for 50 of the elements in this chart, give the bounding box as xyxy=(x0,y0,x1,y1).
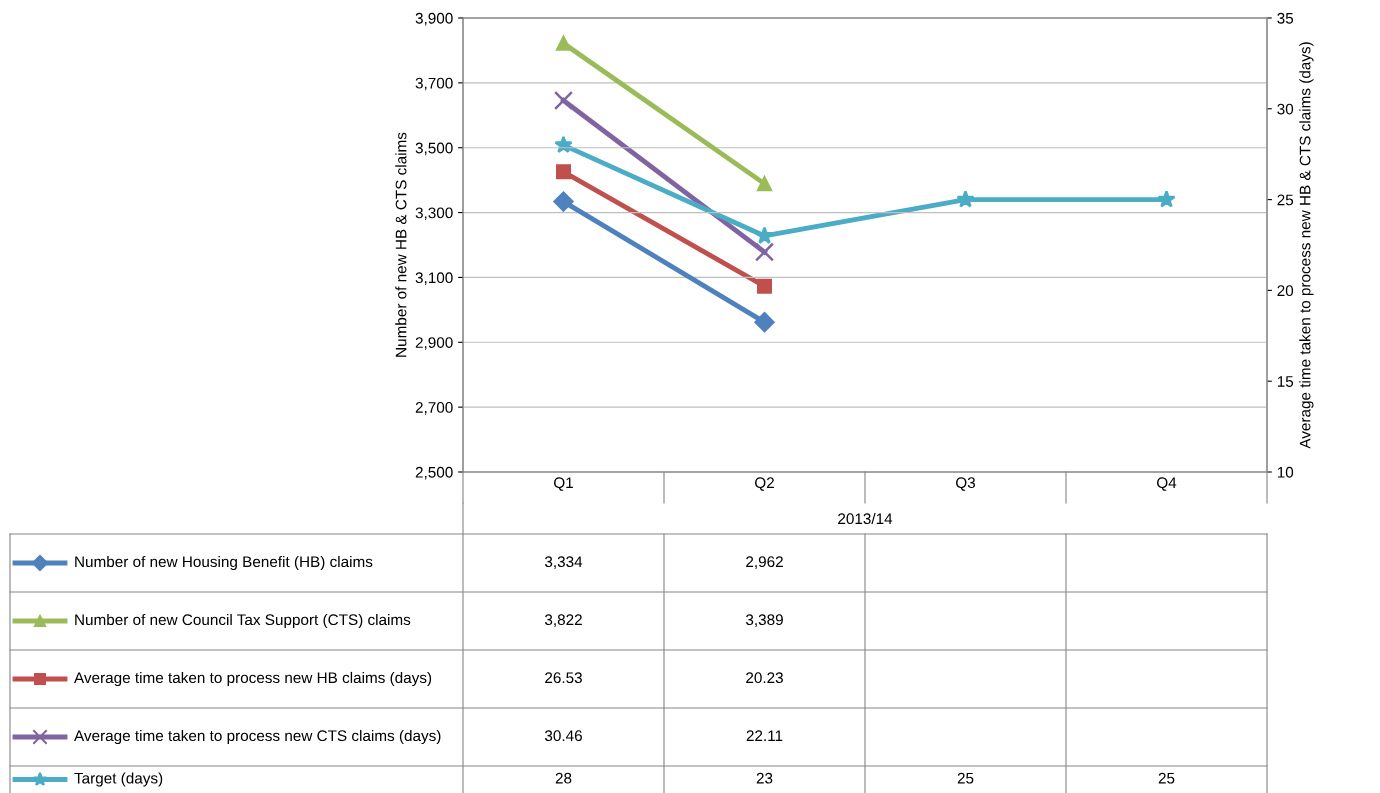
data-label: 23 xyxy=(756,772,773,784)
legend-label: Target (days) xyxy=(74,772,163,787)
y-tick-label: 3,300 xyxy=(415,207,453,221)
data-label: 3,334 xyxy=(544,556,583,569)
data-label: 20.23 xyxy=(746,672,783,684)
y2-tick-label: 35 xyxy=(1277,12,1294,24)
data-label: 25 xyxy=(1158,772,1175,784)
point xyxy=(1157,190,1176,208)
point xyxy=(755,226,774,244)
legend-label: Average time taken to process new CTS claims (days) xyxy=(74,729,441,745)
y-tick-label: 2,700 xyxy=(415,402,453,415)
data-label: 30.46 xyxy=(544,730,582,742)
point xyxy=(757,278,772,294)
point xyxy=(553,90,574,111)
y-tick-label: 3,900 xyxy=(415,12,453,26)
x-tick-label: Q3 xyxy=(956,477,976,491)
y2-tick-label: 20 xyxy=(1277,285,1294,297)
point xyxy=(757,176,772,192)
y2-axis-title: Average time taken to process new HB & CTS claims (days) xyxy=(1299,42,1314,449)
y2-tick-label: 15 xyxy=(1277,376,1294,387)
data-label: 25 xyxy=(957,772,974,784)
y2-tick-label: 25 xyxy=(1277,194,1294,206)
data-label: 2,962 xyxy=(746,556,783,569)
y-tick-label: 2,500 xyxy=(415,466,453,480)
point xyxy=(554,135,573,154)
y-tick-label: 2,900 xyxy=(415,337,453,350)
y-tick-label: 3,100 xyxy=(415,272,453,285)
x-axis-title: 2013/14 xyxy=(838,512,893,525)
legend-label: Number of new Housing Benefit (HB) claims xyxy=(75,555,373,571)
data-label: 28 xyxy=(555,772,572,784)
data-label: 26.53 xyxy=(545,672,582,684)
x-tick-label: Q2 xyxy=(755,477,774,491)
point xyxy=(754,312,775,333)
y-tick-label: 3,700 xyxy=(415,77,453,91)
point xyxy=(556,164,571,180)
x-tick-label: Q1 xyxy=(554,477,573,491)
data-label: 3,822 xyxy=(544,614,582,627)
legend-label: Number of new Council Tax Support (CTS) claims xyxy=(75,613,411,629)
data-label: 22.11 xyxy=(746,730,783,741)
y-tick-label: 3,500 xyxy=(415,142,453,156)
y2-tick-label: 10 xyxy=(1277,466,1294,478)
point xyxy=(553,191,574,212)
x-tick-label: Q4 xyxy=(1157,477,1177,491)
y-axis-title: Number of new HB & CTS claims xyxy=(395,132,407,357)
point xyxy=(956,190,975,208)
point xyxy=(556,35,571,51)
point xyxy=(754,242,775,262)
y2-tick-label: 30 xyxy=(1277,103,1294,115)
legend-label: Average time taken to process new HB claims (days) xyxy=(74,671,432,687)
data-label: 3,389 xyxy=(745,614,783,627)
